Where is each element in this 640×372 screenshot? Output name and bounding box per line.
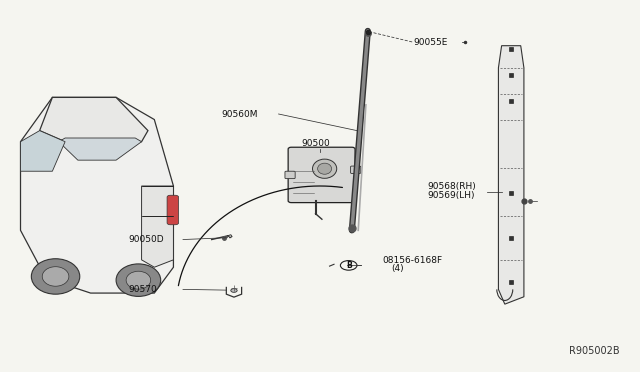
FancyBboxPatch shape <box>288 147 355 203</box>
Text: 90050D: 90050D <box>129 235 164 244</box>
Polygon shape <box>20 131 65 171</box>
Text: 90055E: 90055E <box>413 38 448 46</box>
Ellipse shape <box>312 159 337 178</box>
Text: 90570: 90570 <box>129 285 157 294</box>
Text: 90569(LH): 90569(LH) <box>427 191 474 200</box>
Text: (4): (4) <box>392 264 404 273</box>
Text: R905002B: R905002B <box>569 346 620 356</box>
Text: 90568(RH): 90568(RH) <box>427 182 476 191</box>
Polygon shape <box>499 46 524 304</box>
Ellipse shape <box>42 267 69 286</box>
Polygon shape <box>59 138 141 160</box>
FancyBboxPatch shape <box>351 166 361 173</box>
Ellipse shape <box>116 264 161 296</box>
FancyBboxPatch shape <box>167 195 179 225</box>
Ellipse shape <box>126 271 150 289</box>
Polygon shape <box>40 97 148 142</box>
Text: B: B <box>346 261 351 270</box>
Ellipse shape <box>317 163 332 174</box>
Text: 90500: 90500 <box>301 139 330 148</box>
Ellipse shape <box>31 259 80 294</box>
Text: 90560M: 90560M <box>221 109 258 119</box>
FancyBboxPatch shape <box>285 171 295 179</box>
Polygon shape <box>20 97 173 293</box>
Polygon shape <box>141 186 173 267</box>
Text: 08156-6168F: 08156-6168F <box>383 256 443 265</box>
Ellipse shape <box>231 289 237 292</box>
